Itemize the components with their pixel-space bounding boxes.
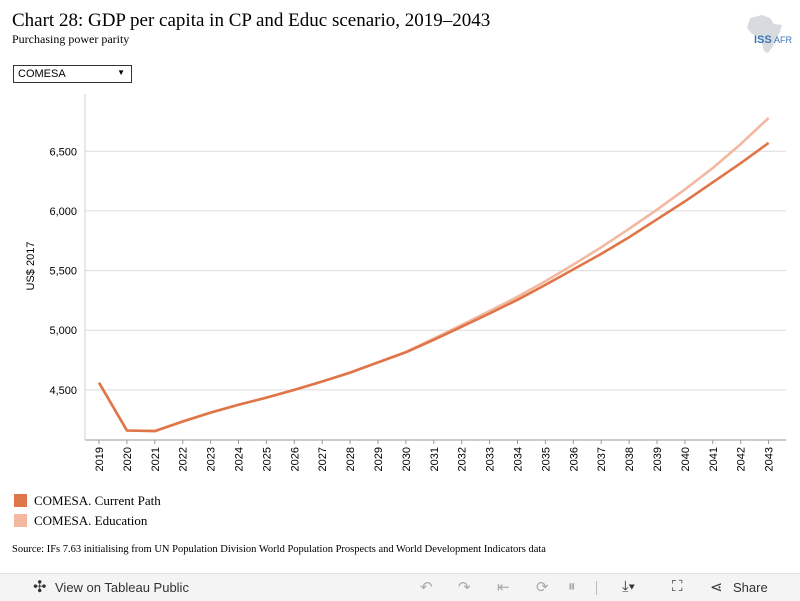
x-tick-label: 2023 [206,447,218,471]
x-tick-label: 2022 [178,447,190,471]
series-layer [97,116,770,433]
svg-text:AFRICA: AFRICA [774,35,792,45]
x-tick-label: 2030 [401,447,413,471]
y-tick-label: 4,500 [49,385,77,397]
x-tick-label: 2038 [624,447,636,471]
x-tick-label: 2025 [261,447,273,471]
x-tick-label: 2040 [680,447,692,471]
x-tick-label: 2032 [457,447,469,471]
region-filter-dropdown[interactable]: COMESA ▼ [13,65,132,83]
legend-swatch-education [14,514,27,527]
share-icon[interactable]: ⋖ [710,579,723,596]
x-tick-label: 2026 [289,447,301,471]
x-tick-label: 2036 [568,447,580,471]
y-axis-label: US$ 2017 [25,242,37,291]
share-button[interactable]: Share [733,580,768,595]
x-tick-label: 2039 [652,447,664,471]
tableau-logo-icon: ✣ [33,579,47,596]
revert-icon[interactable]: ⇤ [497,579,510,596]
x-tick-label: 2034 [513,447,525,471]
x-tick-labels: 2019 2020 2021 2022 2023 2024 2025 2026 2027 2028… [94,440,776,471]
undo-icon[interactable]: ↶ [420,579,433,596]
redo-icon[interactable]: ↷ [458,579,471,596]
x-tick-label: 2035 [540,447,552,471]
x-tick-label: 2028 [345,447,357,471]
download-icon[interactable]: ⤓▾ [622,578,635,595]
x-tick-label: 2029 [373,447,385,471]
x-tick-label: 2037 [596,447,608,471]
legend-label-education: COMESA. Education [34,513,148,528]
refresh-icon[interactable]: ⟳ [536,579,549,596]
x-tick-label: 2020 [122,447,134,471]
chevron-down-icon: ▼ [117,68,125,77]
x-tick-label: 2019 [94,447,106,471]
y-tick-label: 6,500 [49,146,77,158]
x-tick-label: 2021 [150,447,162,471]
source-note: Source: IFs 7.63 initialising from UN Po… [12,544,546,555]
view-on-tableau-label: View on Tableau Public [55,580,189,595]
grid-layer [85,150,786,391]
tableau-footer: ✣ View on Tableau Public ↶ ↷ ⇤ ⟳ ⏸ ⤓▾ ⛶ … [0,573,800,601]
y-tick-label: 5,000 [49,325,77,337]
x-tick-label: 2024 [234,447,246,471]
x-tick-label: 2042 [736,447,748,471]
y-tick-label: 6,000 [49,206,77,218]
x-tick-label: 2041 [708,447,720,471]
x-tick-label: 2031 [429,447,441,471]
x-tick-label: 2043 [764,447,776,471]
series-line-comesa-current-path [97,141,770,433]
y-tick-labels: 4,500 5,000 5,500 6,000 6,500 [49,146,77,397]
y-tick-label: 5,500 [49,266,77,278]
footer-separator [596,581,597,595]
iss-africa-logo: ISS AFRICA [747,15,792,53]
region-filter-value: COMESA [18,68,66,80]
fullscreen-icon[interactable]: ⛶ [672,578,683,595]
pause-icon[interactable]: ⏸ [568,578,576,595]
x-tick-label: 2027 [317,447,329,471]
svg-text:ISS: ISS [754,34,772,46]
chart-subtitle: Purchasing power parity [12,32,130,46]
legend-label-current-path: COMESA. Current Path [34,493,161,508]
x-tick-label: 2033 [485,447,497,471]
chart-title: Chart 28: GDP per capita in CP and Educ … [12,10,491,31]
series-line-comesa-education [97,116,770,433]
legend-swatch-current-path [14,494,27,507]
